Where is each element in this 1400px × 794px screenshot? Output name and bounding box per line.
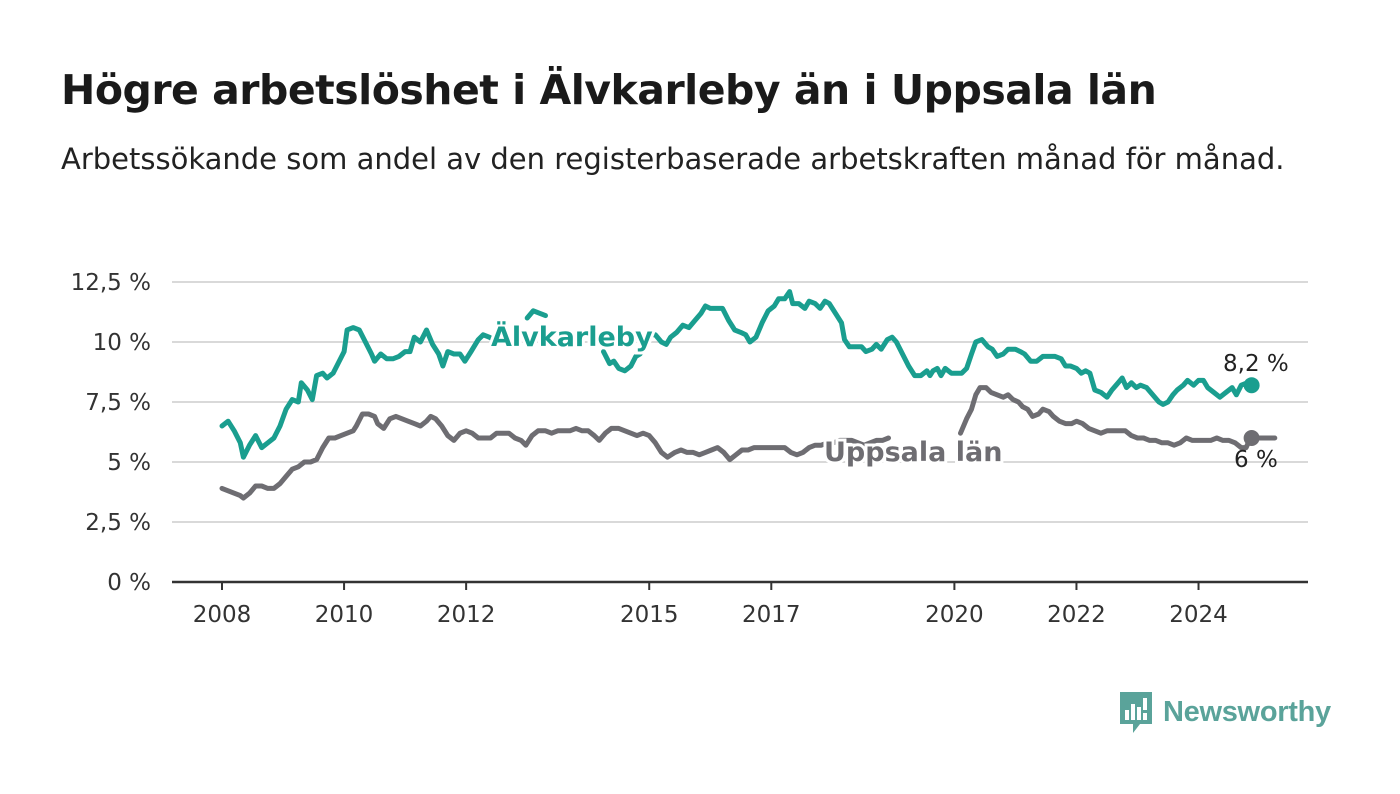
y-tick-label: 0 % bbox=[107, 570, 151, 596]
series-lines bbox=[219, 289, 1278, 501]
x-tick-label: 2020 bbox=[925, 602, 984, 628]
x-tick-label: 2024 bbox=[1169, 602, 1228, 628]
newsworthy-logo: Newsworthy bbox=[1118, 690, 1331, 734]
y-tick-label: 7,5 % bbox=[85, 390, 151, 416]
end-point-uppsala bbox=[1243, 430, 1260, 446]
x-axis-ticks: 2008 2010 2012 2015 2017 2020 2022 2024 bbox=[193, 582, 1228, 628]
series-label-alvkarleby: Älvkarleby bbox=[491, 321, 653, 353]
x-tick-label: 2022 bbox=[1047, 602, 1106, 628]
end-label-alvkarleby: 8,2 % bbox=[1223, 351, 1289, 377]
brand-name: Newsworthy bbox=[1163, 695, 1331, 728]
series-line-uppsala bbox=[958, 385, 1278, 451]
y-tick-label: 10 % bbox=[93, 330, 151, 356]
series-line-alvkarleby bbox=[219, 325, 506, 460]
series-labels: Älvkarleby Uppsala län bbox=[488, 318, 1005, 471]
end-label-uppsala: 6 % bbox=[1234, 447, 1278, 473]
series-line-alvkarleby bbox=[646, 289, 1255, 407]
series-label-uppsala: Uppsala län bbox=[824, 437, 1002, 468]
x-tick-label: 2012 bbox=[437, 602, 496, 628]
chart-subtitle: Arbetssökande som andel av den registerb… bbox=[61, 142, 1285, 176]
chart-title: Högre arbetslöshet i Älvkarleby än i Upp… bbox=[61, 66, 1157, 114]
y-tick-label: 5 % bbox=[107, 450, 151, 476]
y-tick-label: 2,5 % bbox=[85, 510, 151, 536]
series-line-alvkarleby bbox=[601, 349, 643, 374]
x-tick-label: 2010 bbox=[315, 602, 374, 628]
x-tick-label: 2017 bbox=[742, 602, 801, 628]
y-axis-ticks: 0 % 2,5 % 5 % 7,5 % 10 % 12,5 % bbox=[71, 270, 151, 596]
series-line-alvkarleby bbox=[524, 308, 548, 321]
y-tick-label: 12,5 % bbox=[71, 270, 151, 296]
grid-lines bbox=[172, 281, 1308, 584]
end-points: 8,2 % 6 % bbox=[1223, 351, 1289, 473]
end-point-alvkarleby bbox=[1243, 377, 1260, 394]
x-tick-label: 2008 bbox=[193, 602, 252, 628]
series-line-uppsala bbox=[219, 411, 891, 501]
x-tick-label: 2015 bbox=[620, 602, 679, 628]
bar-chart-speech-bubble-icon bbox=[1120, 692, 1152, 733]
